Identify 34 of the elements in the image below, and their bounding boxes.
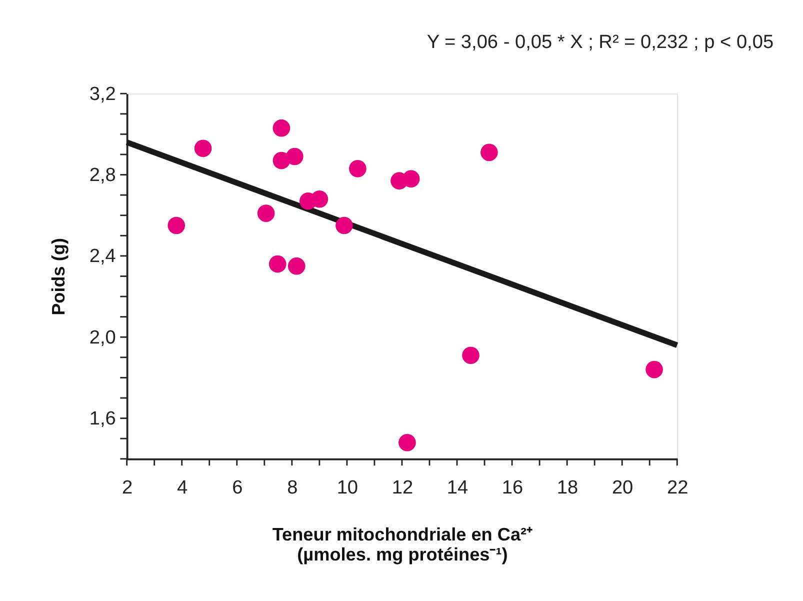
point	[286, 148, 304, 166]
y-axis-title: Poids (g)	[48, 238, 69, 316]
point	[257, 204, 275, 222]
y-tick-label: 1,6	[89, 408, 116, 430]
x-tick-label: 22	[666, 478, 688, 499]
y-tick-label: 2,0	[89, 327, 116, 348]
point	[310, 190, 328, 208]
y-tick-label: 2,4	[89, 246, 116, 268]
x-tick-label: 4	[177, 478, 188, 499]
point	[272, 119, 290, 137]
point	[462, 346, 480, 364]
point	[194, 140, 212, 158]
point	[268, 255, 286, 273]
x-tick-label: 12	[392, 478, 414, 499]
point	[336, 216, 353, 234]
x-tick-label: 20	[612, 478, 634, 499]
y-tick-label: 3,2	[89, 84, 116, 105]
x-tick-label: 16	[502, 478, 524, 499]
point	[646, 360, 663, 378]
chart-title: Y = 3,06 - 0,05 * X ; R² = 0,232 ; p < 0,05	[426, 32, 774, 53]
point	[480, 144, 498, 162]
point	[349, 160, 366, 178]
x-tick-label: 10	[336, 478, 358, 499]
x-tick-label: 8	[287, 478, 298, 499]
x-tick-label: 14	[446, 478, 468, 499]
point	[168, 216, 186, 234]
point	[402, 170, 420, 188]
point	[288, 257, 306, 275]
x-axis-title: Teneur mitochondriale en Ca²⁺ (µmoles. mg protéines⁻¹)	[272, 524, 533, 564]
point	[398, 434, 416, 452]
x-tick-label: 6	[232, 478, 243, 499]
x-tick-label: 2	[122, 478, 133, 499]
y-tick-label: 2,8	[89, 164, 116, 186]
x-tick-label: 18	[556, 478, 578, 499]
